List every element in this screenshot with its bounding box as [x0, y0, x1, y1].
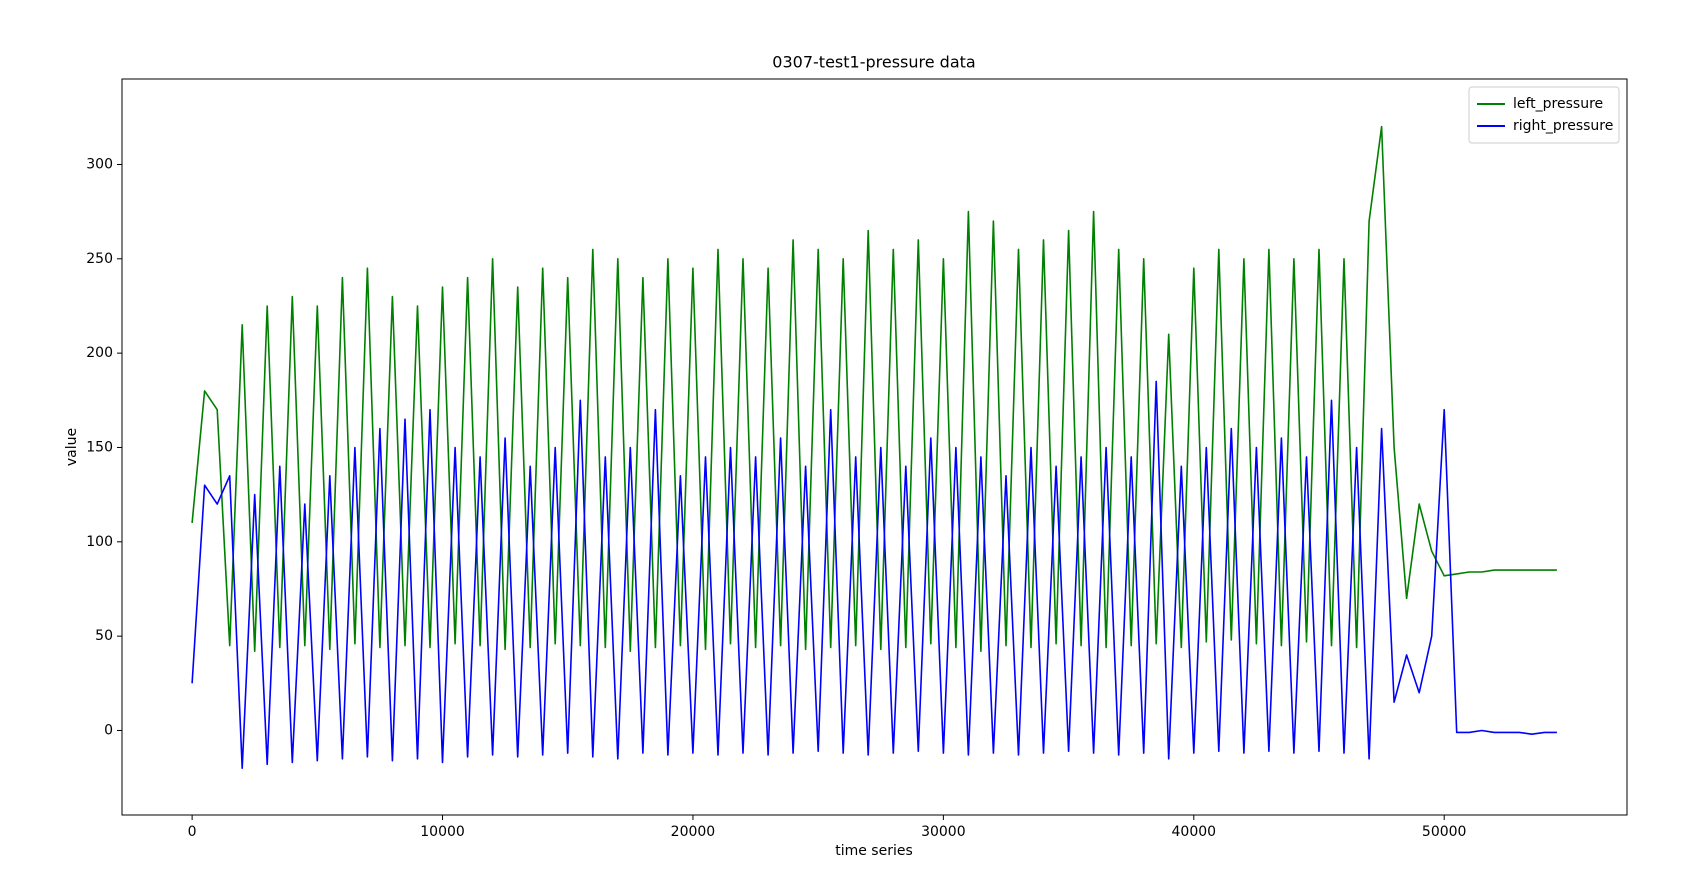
y-axis-label: value	[64, 428, 80, 466]
x-tick-label: 40000	[1172, 824, 1217, 840]
y-tick-label: 150	[86, 439, 113, 455]
y-tick-label: 100	[86, 534, 113, 550]
x-tick-label: 20000	[671, 824, 716, 840]
y-tick-label: 200	[86, 345, 113, 361]
chart-title: 0307-test1-pressure data	[772, 53, 975, 72]
x-tick-label: 50000	[1422, 824, 1467, 840]
data-line	[191, 380, 1557, 769]
x-axis-label: time series	[835, 843, 913, 859]
y-tick-label: 0	[104, 722, 113, 738]
x-tick-label: 10000	[420, 824, 465, 840]
y-tick-label: 50	[95, 628, 113, 644]
legend-label: right_pressure	[1513, 118, 1613, 134]
y-tick-label: 250	[86, 251, 113, 267]
legend-label: left_pressure	[1513, 96, 1603, 112]
y-tick-label: 300	[86, 156, 113, 172]
plot-area	[191, 125, 1557, 769]
legend-box	[1468, 86, 1620, 144]
x-tick-label: 30000	[921, 824, 966, 840]
x-tick-label: 0	[188, 824, 197, 840]
data-line	[191, 125, 1557, 652]
